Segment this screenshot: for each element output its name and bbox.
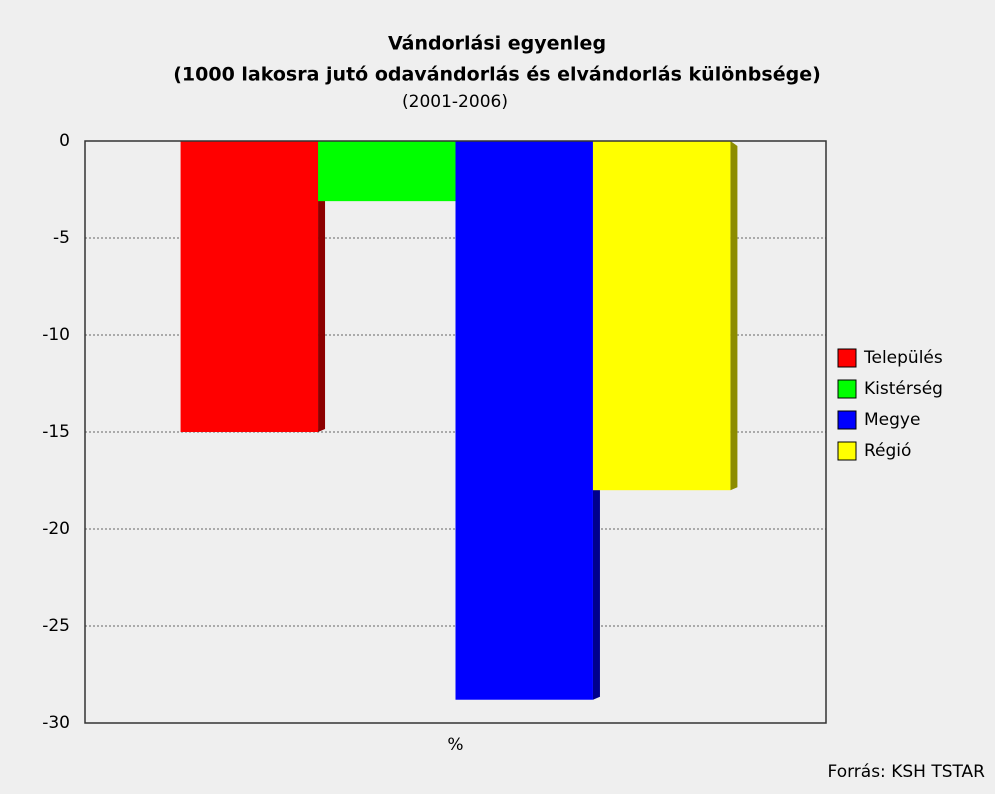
y-tick-label: -15 xyxy=(42,422,70,442)
bar-side xyxy=(730,141,738,491)
legend-swatch xyxy=(837,410,857,430)
x-tick-label: % xyxy=(447,735,463,755)
y-tick-label: 0 xyxy=(59,131,70,151)
chart-subtitle: (1000 lakosra jutó odavándorlás és elván… xyxy=(173,64,821,86)
y-tick-label: -20 xyxy=(42,519,70,539)
bar xyxy=(455,141,593,700)
bar-side xyxy=(318,141,326,432)
bar xyxy=(180,141,319,432)
legend-swatch xyxy=(837,348,857,368)
source: Forrás: KSH TSTAR xyxy=(828,762,986,782)
legend-swatch xyxy=(837,441,857,461)
legend-label: Régió xyxy=(864,441,911,461)
plot-border xyxy=(84,140,827,724)
y-tick-label: -25 xyxy=(42,616,70,636)
bar xyxy=(318,141,456,202)
bar xyxy=(592,141,731,491)
legend-label: Település xyxy=(863,348,943,368)
chart-period: (2001-2006) xyxy=(402,92,508,112)
y-tick-label: -30 xyxy=(42,713,70,733)
legend-label: Kistérség xyxy=(864,379,943,399)
legend-swatch xyxy=(837,379,857,399)
legend-label: Megye xyxy=(864,410,920,430)
y-tick-label: -10 xyxy=(42,325,70,345)
y-tick-label: -5 xyxy=(53,228,70,248)
chart-title: Vándorlási egyenleg xyxy=(388,33,606,55)
